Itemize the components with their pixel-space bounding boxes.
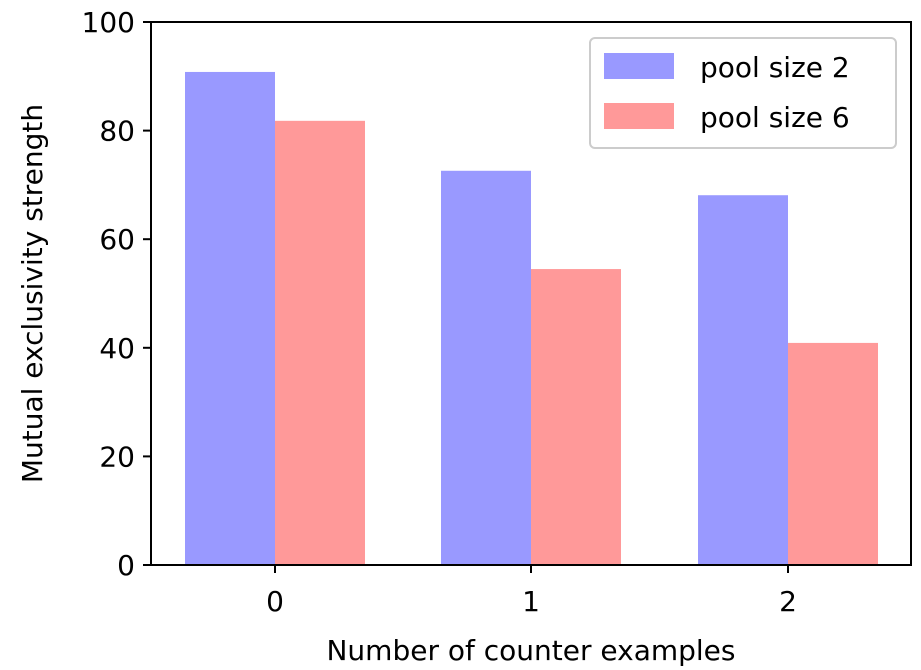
- plot-frame: [150, 21, 912, 566]
- legend-swatch-series2: [604, 103, 674, 129]
- bars-group: [185, 71, 878, 566]
- y-tick-label: 0: [117, 549, 135, 582]
- y-tick-label: 60: [99, 223, 135, 256]
- x-tick-label: 1: [522, 585, 540, 618]
- y-tick-label: 80: [99, 115, 135, 148]
- bar-series1-cat-2: [698, 195, 788, 566]
- bar-series2-cat-2: [788, 342, 878, 565]
- legend-swatch-series1: [604, 53, 674, 79]
- bar-series1-cat-1: [441, 170, 531, 566]
- x-axis-label: Number of counter examples: [326, 634, 735, 667]
- x-axis: 0 1 2: [266, 565, 797, 618]
- y-tick-label: 20: [99, 440, 135, 473]
- y-tick-label: 100: [82, 6, 135, 39]
- bar-series1-cat-0: [185, 71, 275, 566]
- bar-series2-cat-1: [531, 269, 621, 565]
- y-axis: 0 20 40 60 80 100: [82, 6, 151, 582]
- x-tick-label: 2: [779, 585, 797, 618]
- legend-label-series1: pool size 2: [700, 51, 850, 84]
- legend: pool size 2 pool size 6: [589, 37, 897, 149]
- y-axis-label: Mutual exclusivity strength: [16, 104, 49, 483]
- x-tick-label: 0: [266, 585, 284, 618]
- y-tick-label: 40: [99, 332, 135, 365]
- legend-label-series2: pool size 6: [700, 101, 850, 134]
- bar-series2-cat-0: [275, 120, 365, 566]
